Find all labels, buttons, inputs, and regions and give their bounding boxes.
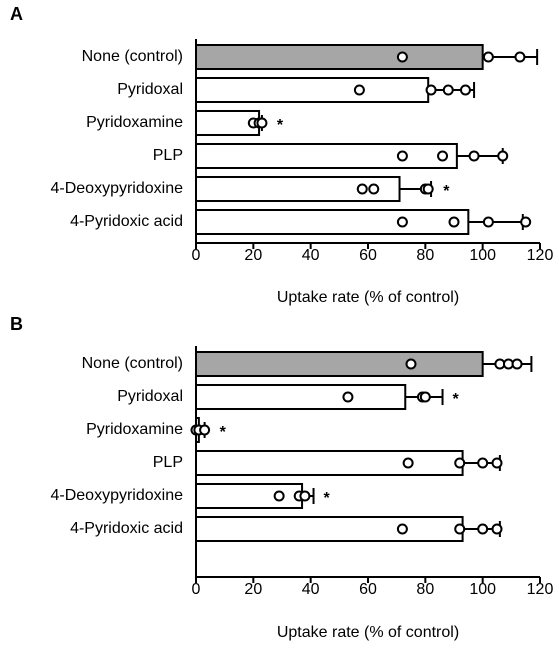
significance-mark: *	[324, 490, 331, 507]
data-point	[454, 457, 466, 469]
bar	[195, 44, 484, 70]
x-tick-label: 80	[416, 247, 434, 264]
category-label: 4-Deoxypyridoxine	[50, 180, 183, 197]
category-label: 4-Pyridoxic acid	[70, 520, 183, 537]
x-tick-label: 40	[302, 581, 320, 598]
data-point	[419, 391, 431, 403]
bar	[195, 384, 407, 410]
data-point	[353, 84, 365, 96]
x-tick-label: 80	[416, 581, 434, 598]
data-point	[356, 183, 368, 195]
bar	[195, 450, 464, 476]
data-point	[511, 358, 523, 370]
x-tick-label: 0	[192, 581, 201, 598]
bar	[195, 516, 464, 542]
category-label: 4-Pyridoxic acid	[70, 213, 183, 230]
category-label: None (control)	[82, 48, 183, 65]
x-tick-label: 40	[302, 247, 320, 264]
category-label: 4-Deoxypyridoxine	[50, 487, 183, 504]
category-label: None (control)	[82, 355, 183, 372]
data-point	[459, 84, 471, 96]
data-point	[491, 523, 503, 535]
data-point	[442, 84, 454, 96]
data-point	[468, 150, 480, 162]
category-label: Pyridoxamine	[86, 421, 183, 438]
data-point	[454, 523, 466, 535]
x-tick-label: 100	[469, 581, 496, 598]
data-point	[482, 216, 494, 228]
data-point	[477, 457, 489, 469]
data-point	[437, 150, 449, 162]
category-label: PLP	[153, 147, 183, 164]
data-point	[425, 84, 437, 96]
data-point	[520, 216, 532, 228]
bar	[195, 209, 470, 235]
bar	[195, 483, 304, 509]
significance-mark: *	[443, 183, 450, 200]
bar	[195, 143, 458, 169]
x-tick-label: 20	[244, 247, 262, 264]
data-point	[422, 183, 434, 195]
data-point	[368, 183, 380, 195]
bar	[195, 351, 484, 377]
data-point	[199, 424, 211, 436]
significance-mark: *	[453, 391, 460, 408]
data-point	[448, 216, 460, 228]
x-tick-label: 60	[359, 247, 377, 264]
significance-mark: *	[277, 117, 284, 134]
x-tick-label: 60	[359, 581, 377, 598]
x-tick-label: 20	[244, 581, 262, 598]
category-label: Pyridoxal	[117, 388, 183, 405]
data-point	[396, 523, 408, 535]
x-tick-label: 100	[469, 247, 496, 264]
data-point	[402, 457, 414, 469]
category-label: Pyridoxal	[117, 81, 183, 98]
data-point	[342, 391, 354, 403]
bar	[195, 77, 430, 103]
data-point	[396, 51, 408, 63]
data-point	[273, 490, 285, 502]
panel-label: B	[10, 314, 23, 334]
x-axis-label: Uptake rate (% of control)	[277, 289, 459, 306]
panel-label: A	[10, 4, 23, 24]
data-point	[396, 150, 408, 162]
significance-mark: *	[220, 424, 227, 441]
x-tick-label: 120	[527, 581, 554, 598]
data-point	[396, 216, 408, 228]
data-point	[514, 51, 526, 63]
x-axis-label: Uptake rate (% of control)	[277, 624, 459, 641]
category-label: Pyridoxamine	[86, 114, 183, 131]
data-point	[256, 117, 268, 129]
data-point	[477, 523, 489, 535]
x-tick-label: 0	[192, 247, 201, 264]
x-tick-label: 120	[527, 247, 554, 264]
category-label: PLP	[153, 454, 183, 471]
data-point	[497, 150, 509, 162]
data-point	[482, 51, 494, 63]
data-point	[405, 358, 417, 370]
data-point	[299, 490, 311, 502]
data-point	[491, 457, 503, 469]
